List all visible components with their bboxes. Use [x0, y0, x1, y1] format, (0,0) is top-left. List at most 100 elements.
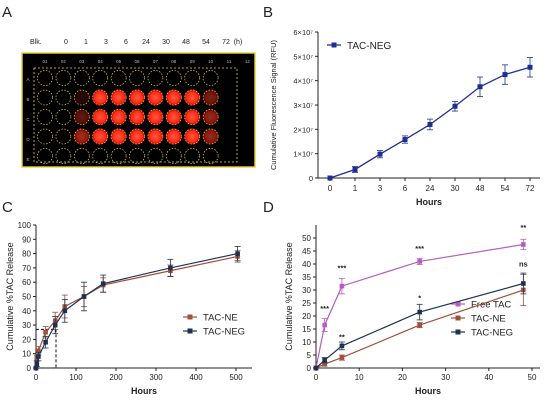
x-tick-label: 24 — [426, 184, 435, 193]
x-tick-label: 3 — [378, 184, 383, 193]
well-outline — [184, 89, 201, 106]
well-outline — [202, 109, 219, 125]
fluorescent-well — [92, 109, 109, 125]
fluorescent-well — [129, 89, 145, 106]
data-point — [402, 137, 408, 143]
well-outline — [73, 109, 90, 125]
well-outline — [202, 128, 219, 145]
plate-column-number: 10 — [208, 59, 214, 64]
plate-column-number: 09 — [190, 59, 196, 64]
well-outline — [110, 89, 127, 106]
y-tick-label: 50 — [22, 293, 31, 302]
x-tick-label: 1 — [353, 184, 358, 193]
significance-annotation: ** — [520, 223, 526, 232]
well-outline — [55, 70, 72, 86]
data-point — [339, 355, 345, 360]
y-tick-label: 40 — [22, 307, 31, 316]
plate-column-number: 04 — [98, 59, 104, 64]
x-tick-label: 20 — [398, 373, 407, 382]
y-tick-label: 35 — [302, 273, 311, 282]
data-point — [43, 329, 48, 335]
legend-label: TAC-NEG — [471, 328, 513, 339]
fluorescent-well — [73, 109, 90, 125]
x-axis-title: Hours — [415, 386, 441, 396]
y-tick-label: 80 — [22, 250, 31, 259]
well-outline — [147, 109, 164, 125]
significance-annotation: *** — [320, 304, 329, 313]
legend-marker — [455, 329, 461, 335]
y-tick-label: 20 — [302, 312, 311, 321]
well-outline — [165, 148, 182, 164]
fluorescent-well — [202, 128, 219, 145]
data-point — [521, 281, 526, 286]
legend-label: TAC-NEG — [347, 41, 391, 52]
fluorescent-well — [129, 109, 145, 125]
plate-header-time: 54 — [202, 39, 210, 46]
data-point — [235, 251, 240, 256]
well-outline — [37, 128, 53, 145]
x-tick-label: 200 — [109, 373, 123, 382]
legend-marker — [187, 314, 193, 320]
plate-header-time: 6 — [124, 39, 128, 46]
fluorescent-well — [92, 128, 109, 145]
well-outline — [92, 148, 109, 164]
y-tick-label: 30 — [22, 321, 31, 330]
x-tick-label: 48 — [476, 184, 485, 193]
x-tick-label: 54 — [501, 184, 510, 193]
well-outline — [184, 70, 201, 86]
data-point — [168, 265, 173, 271]
significance-annotation: *** — [338, 264, 347, 273]
legend-marker — [331, 42, 337, 48]
x-tick-label: 30 — [441, 373, 450, 382]
x-axis-title: Hours — [416, 197, 442, 207]
panel-letter-a: A — [2, 4, 12, 21]
well-outline — [110, 128, 127, 145]
well-outline — [165, 128, 182, 145]
plate-row-letter: E — [26, 157, 29, 162]
y-tick-label: 0 — [307, 364, 312, 373]
y-tick-label: 20 — [22, 335, 31, 344]
plate-header-time: 48 — [182, 39, 190, 46]
well-outline — [73, 148, 90, 164]
data-point — [327, 175, 333, 181]
x-tick-label: 10 — [355, 373, 364, 382]
y-tick-label: 45 — [302, 247, 311, 256]
y-tick-label: 1×10⁷ — [293, 150, 313, 159]
data-point — [36, 348, 41, 354]
legend-marker — [455, 315, 461, 321]
legend-label: TAC-NE — [471, 314, 506, 325]
x-tick-label: 100 — [69, 373, 83, 382]
legend-label: Free TAC — [471, 300, 511, 311]
fluorescent-well — [165, 128, 182, 145]
well-outline — [202, 70, 219, 86]
fluorescent-well — [129, 128, 145, 145]
data-point — [36, 354, 41, 359]
plate-header-time: 1 — [84, 39, 88, 46]
plate-column-number: 06 — [134, 59, 140, 64]
y-axis-title: Cumulative Fluorescence Signal (RFU) — [269, 39, 278, 170]
x-tick-label: 500 — [229, 373, 243, 382]
y-axis-title: Cumulative %TAC Release — [5, 242, 15, 350]
y-axis-title: Cumulative %TAC Release — [284, 242, 294, 350]
data-point — [417, 322, 422, 328]
plate-header-unit: (h) — [234, 39, 243, 46]
fluorescent-well — [92, 89, 109, 106]
data-point — [527, 64, 533, 70]
well-outline — [129, 70, 145, 86]
well-outline — [184, 148, 201, 164]
panel-letter-b: B — [263, 4, 273, 21]
well-outline — [92, 109, 109, 125]
x-tick-label: 0 — [314, 373, 319, 382]
data-point — [427, 121, 433, 127]
x-tick-label: 300 — [149, 373, 163, 382]
data-point — [417, 309, 422, 315]
x-tick-label: 30 — [451, 184, 460, 193]
well-outline — [55, 128, 72, 145]
fluorescent-well — [147, 128, 164, 145]
significance-annotation: ns — [519, 260, 528, 269]
x-tick-label: 0 — [328, 184, 333, 193]
series-line — [35, 253, 238, 369]
well-outline — [129, 148, 145, 164]
x-tick-label: 6 — [403, 184, 408, 193]
x-tick-label: 400 — [189, 373, 203, 382]
